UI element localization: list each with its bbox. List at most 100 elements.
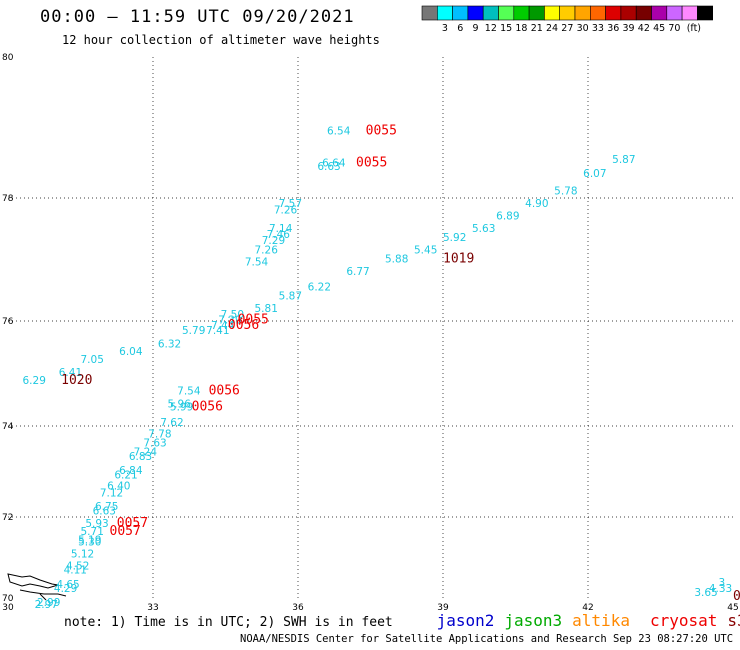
pass-time-label: 0055 [238, 313, 269, 328]
wave-height-value: 6.29 [23, 375, 46, 387]
axis-tick-labels: 30 33 36 39 42 45 70 72 74 76 78 80 [2, 53, 739, 613]
wave-height-value: 7.24 [134, 447, 158, 459]
wave-height-value: 6.22 [308, 281, 331, 293]
wave-height-value: 2.99 [37, 597, 60, 609]
credit-line: NOAA/NESDIS Center for Satellite Applica… [240, 633, 740, 645]
satellite-jason2: jason2 [436, 611, 495, 630]
colorbar-unit: (ft) [687, 23, 701, 34]
coastline-outline [7, 573, 67, 601]
lon-tick-label: 39 [437, 603, 449, 613]
colorbar-tick-label: 27 [561, 23, 573, 34]
pass-time-label: 0 [733, 589, 740, 604]
pass-time-label: 0056 [192, 399, 223, 414]
lon-tick-label: 33 [147, 603, 158, 613]
wave-height-value: 5.92 [443, 232, 466, 244]
wave-height-value: 5.87 [612, 154, 635, 166]
wave-height-value: 7.44 [211, 320, 235, 332]
wave-height-value: 7.54 [177, 386, 201, 398]
wave-height-value: 5.93 [85, 518, 108, 530]
wave-height-value: 7.50 [221, 309, 244, 321]
pass-time-label: 0056 [209, 384, 240, 399]
map-subtitle: 12 hour collection of altimeter wave hei… [62, 33, 380, 47]
wave-height-value: 7.14 [269, 223, 293, 235]
pass-time-label: 1019 [443, 252, 474, 267]
lat-tick-label: 78 [2, 194, 14, 204]
pass-time-labels: 0055005500550056005600560057005710201019… [61, 124, 740, 604]
wave-height-value: 7.12 [100, 488, 123, 500]
pass-time-label: 0057 [110, 524, 141, 539]
wave-height-value: 6.41 [59, 367, 82, 379]
pass-time-label: 0056 [228, 318, 259, 333]
wave-height-value: 6.75 [95, 501, 118, 513]
satellite-legend: jason2 jason3 altika cryosat s3a [401, 611, 740, 630]
lon-tick-label: 30 [2, 603, 14, 613]
wave-height-value: 6.07 [583, 168, 606, 180]
wave-height-value: 5.79 [182, 325, 205, 337]
colorbar-tick-label: 45 [653, 23, 665, 34]
colorbar-tick-label: 15 [500, 23, 512, 34]
wave-height-value: 4.33 [709, 583, 732, 595]
wave-height-value: 4.29 [54, 583, 77, 595]
map-note: note: 1) Time is in UTC; 2) SWH is in fe… [64, 611, 740, 630]
wave-height-value: 7.62 [160, 417, 183, 429]
colorbar-tick-label: 21 [531, 23, 543, 34]
colorbar-tick-label: 39 [623, 23, 635, 34]
wave-height-value: 5.81 [255, 303, 278, 315]
wave-height-value: 6.83 [129, 451, 152, 463]
map-title: 00:00 – 11:59 UTC 09/20/2021 [40, 7, 355, 27]
wave-height-points: 6.546.636.647.577.267.147.467.297.267.54… [23, 126, 733, 612]
colorbar-tick-label: 12 [485, 23, 497, 34]
colorbar-tick-label: 36 [607, 23, 619, 34]
wave-height-value: 5.19 [78, 534, 101, 546]
wave-height-value: 6.64 [322, 157, 346, 169]
wave-height-value: 4.65 [56, 579, 79, 591]
colorbar-tick-label: 70 [668, 23, 680, 34]
satellite-jason3: jason3 [504, 611, 563, 630]
colorbar-tick-label: 42 [638, 23, 650, 34]
wave-height-value: 5.99 [170, 401, 193, 413]
lat-tick-label: 70 [2, 594, 14, 604]
wave-height-value: 5.12 [71, 549, 94, 561]
wave-height-value: 7.39 [218, 315, 241, 327]
wave-height-value: 5.30 [78, 536, 101, 548]
satellite-cryosat: cryosat [649, 611, 718, 630]
wave-height-value: 7.63 [143, 437, 166, 449]
wave-height-value: 6.63 [93, 506, 116, 518]
colorbar-tick-label: 3 [442, 23, 448, 34]
wave-height-value: 7.57 [279, 198, 302, 210]
wave-height-value: 6.77 [346, 266, 369, 278]
colorbar-tick-label: 6 [457, 23, 463, 34]
wave-height-value: 7.05 [81, 354, 104, 366]
wave-height-value: 6.21 [114, 469, 137, 481]
lat-tick-label: 80 [2, 53, 14, 63]
wave-height-value: 6.40 [107, 481, 130, 493]
lon-tick-label: 42 [582, 603, 593, 613]
lon-tick-label: 45 [727, 603, 738, 613]
lat-tick-label: 74 [2, 422, 14, 432]
pass-time-label: 0055 [366, 124, 397, 139]
colorbar-tick-label: 33 [592, 23, 604, 34]
pass-time-label: 0055 [356, 155, 387, 170]
wave-height-value: 6.63 [317, 161, 340, 173]
colorbar-tick-label: 18 [515, 23, 527, 34]
colorbar-tick-label: 24 [546, 23, 558, 34]
wave-height-value: 6.54 [327, 126, 351, 138]
wave-height-value: 6.89 [496, 211, 519, 223]
wave-height-value: 7.54 [245, 257, 269, 269]
wave-height-value: 5.45 [414, 244, 437, 256]
colorbar-tick-label: 9 [473, 23, 479, 34]
wave-height-value: 5.96 [168, 399, 192, 411]
wave-height-value: 5.88 [385, 254, 408, 266]
colorbar-swatch [697, 5, 713, 21]
wave-height-value: 7.26 [255, 244, 279, 256]
wave-height-value: 7.26 [274, 204, 298, 216]
wave-height-value: 4.90 [525, 198, 548, 210]
wave-height-value: 4.52 [66, 561, 89, 573]
wave-height-value: 5.71 [81, 526, 104, 538]
wave-height-value: 6.32 [158, 338, 181, 350]
wave-height-value: 2.97 [35, 599, 58, 611]
wave-height-value: 6.84 [119, 465, 143, 477]
note-text: note: 1) Time is in UTC; 2) SWH is in fe… [64, 615, 393, 630]
satellite-altika: altika [572, 611, 630, 630]
satellite-s3a: s3a [727, 611, 740, 630]
